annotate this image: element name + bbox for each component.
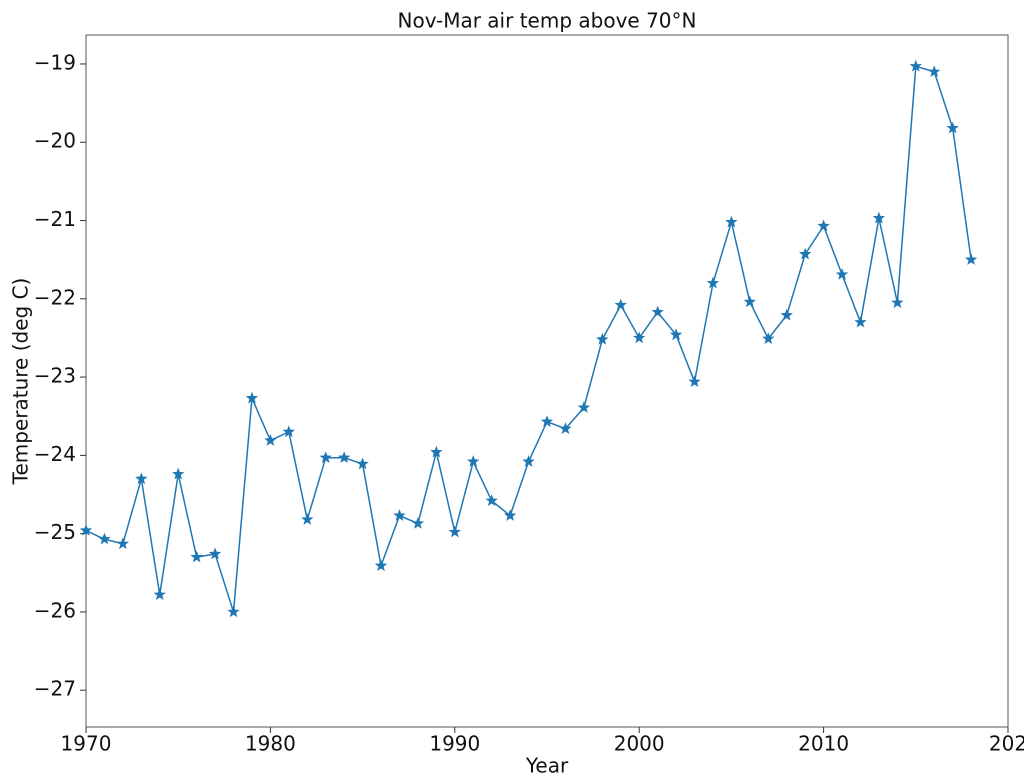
star-marker — [596, 333, 609, 345]
star-marker — [411, 516, 425, 529]
y-axis-label: Temperature (deg C) — [9, 278, 33, 486]
star-marker — [522, 455, 535, 467]
star-marker — [467, 455, 480, 467]
x-axis-label: Year — [525, 754, 569, 778]
star-marker — [301, 513, 314, 525]
star-marker — [319, 451, 332, 463]
star-marker — [430, 445, 443, 458]
star-marker — [79, 524, 93, 536]
plot-frame — [85, 34, 1009, 728]
star-marker — [835, 268, 849, 280]
star-marker — [448, 525, 461, 538]
y-tick-label: −19 — [34, 50, 76, 74]
star-marker — [669, 328, 683, 341]
x-tick-label: 2000 — [614, 732, 665, 756]
star-marker — [264, 433, 277, 446]
chart-title: Nov-Mar air temp above 70°N — [398, 9, 697, 33]
y-tick-label: −24 — [34, 442, 76, 466]
x-tick-label: 1980 — [245, 732, 296, 756]
star-marker — [964, 253, 978, 265]
star-marker — [337, 451, 351, 463]
y-tick-label: −25 — [34, 520, 76, 544]
star-marker — [651, 305, 664, 318]
x-tick-label: 202 — [989, 732, 1024, 756]
star-marker — [762, 332, 775, 344]
x-tick-label: 1970 — [61, 732, 112, 756]
star-marker — [872, 211, 886, 224]
star-marker — [688, 375, 701, 388]
star-marker — [227, 605, 240, 618]
star-marker — [743, 295, 757, 308]
star-marker — [393, 509, 406, 521]
star-marker — [725, 215, 738, 228]
star-marker — [116, 537, 130, 550]
star-marker — [633, 331, 646, 344]
star-marker — [706, 276, 720, 289]
star-marker — [614, 298, 627, 311]
y-tick-label: −23 — [34, 364, 76, 388]
star-marker — [854, 315, 867, 328]
x-tick-label: 1990 — [429, 732, 480, 756]
star-marker — [909, 59, 922, 72]
star-marker — [540, 415, 554, 427]
star-marker — [780, 308, 793, 321]
star-marker — [98, 532, 111, 545]
x-tick-label: 2010 — [798, 732, 849, 756]
star-marker — [172, 467, 185, 480]
star-marker — [282, 425, 296, 438]
y-tick-label: −21 — [34, 207, 76, 231]
star-marker — [245, 391, 259, 404]
star-marker — [208, 547, 222, 560]
star-marker — [190, 550, 203, 563]
star-marker — [503, 509, 517, 521]
y-tick-label: −20 — [34, 129, 76, 153]
y-tick-label: −22 — [34, 285, 76, 309]
star-marker — [559, 422, 572, 435]
star-marker — [817, 219, 830, 232]
star-marker — [485, 494, 498, 507]
star-marker — [356, 457, 369, 470]
star-marker — [798, 247, 812, 260]
y-tick-label: −27 — [34, 677, 76, 701]
star-marker — [374, 559, 388, 571]
star-marker — [135, 472, 148, 485]
y-tick-label: −26 — [34, 598, 76, 622]
star-marker — [153, 588, 166, 600]
star-marker — [891, 296, 904, 308]
star-marker — [928, 65, 941, 78]
star-marker — [946, 121, 959, 134]
star-marker — [577, 401, 591, 413]
